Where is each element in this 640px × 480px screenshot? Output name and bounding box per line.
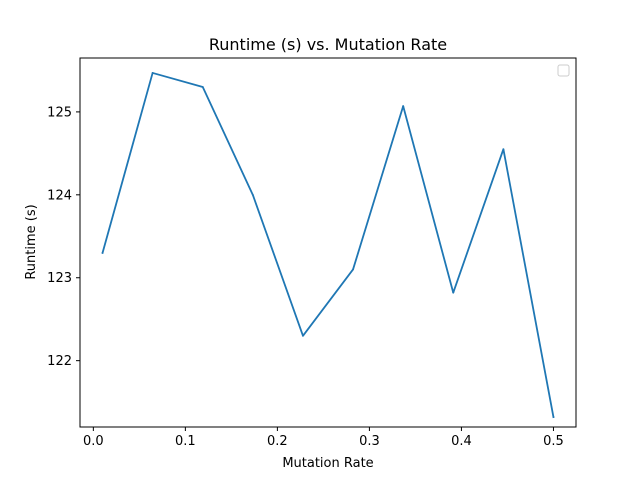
x-tick-label: 0.0 — [83, 434, 104, 449]
data-point — [251, 193, 254, 196]
plot-frame — [79, 57, 577, 428]
x-tick-label: 0.5 — [543, 434, 564, 449]
x-tick-label: 0.4 — [451, 434, 472, 449]
y-tick-label: 123 — [47, 271, 72, 286]
data-point — [201, 86, 204, 88]
y-tick-label: 122 — [47, 354, 72, 369]
y-tick-label: 125 — [47, 105, 72, 120]
data-point — [352, 268, 354, 271]
y-axis-title: Runtime (s) — [24, 204, 39, 279]
data-point — [552, 416, 555, 418]
data-point — [502, 148, 505, 151]
data-point — [402, 105, 405, 107]
legend-box — [557, 64, 570, 77]
y-tick-label: 124 — [47, 188, 72, 203]
data-point — [452, 291, 455, 294]
x-axis-title: Mutation Rate — [282, 456, 373, 471]
data-point — [302, 334, 304, 337]
x-tick-label: 0.3 — [359, 434, 380, 449]
x-tick-label: 0.2 — [267, 434, 288, 449]
data-point — [151, 72, 154, 74]
chart-title: Runtime (s) vs. Mutation Rate — [209, 35, 447, 54]
x-tick-label: 0.1 — [175, 434, 196, 449]
data-point — [101, 251, 104, 254]
series-line — [101, 72, 555, 419]
